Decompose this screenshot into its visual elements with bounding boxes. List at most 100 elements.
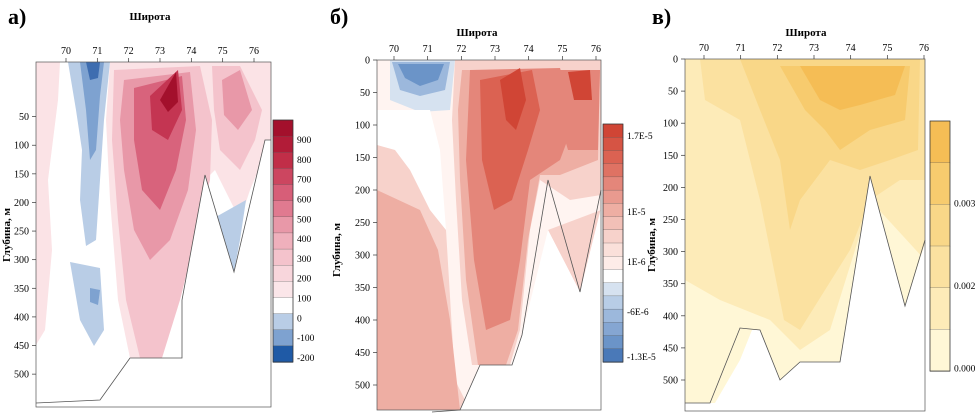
panel-a-y-ticks: 50 100 150 200 250 300 350 400 450 500 — [14, 112, 36, 381]
panel-b: б) Широта 70 71 72 73 74 75 76 0 50 100 150 200 250… — [330, 4, 656, 413]
colorbar-label: 700 — [297, 176, 312, 186]
colorbar-swatch — [272, 297, 294, 315]
panel-a-contour-neg-1 — [68, 62, 110, 246]
x-tick-label: 74 — [186, 46, 196, 57]
colorbar-swatch — [602, 295, 624, 310]
colorbar-label: 0 — [297, 314, 302, 324]
colorbar-swatch — [929, 120, 951, 164]
colorbar-label: -200 — [297, 354, 315, 364]
panel-a-contour-pos-7 — [160, 72, 178, 112]
y-tick-label: 50 — [668, 87, 678, 98]
colorbar-label: 1E-5 — [627, 208, 646, 218]
x-tick-label: 72 — [124, 46, 134, 57]
y-tick-label: 400 — [663, 311, 678, 322]
colorbar-swatch — [602, 335, 624, 350]
panel-a-contour-neg-6 — [214, 200, 246, 272]
y-tick-label: 50 — [19, 112, 29, 123]
x-tick-label: 76 — [919, 43, 929, 54]
y-tick-label: 500 — [663, 376, 678, 387]
x-tick-label: 71 — [423, 44, 433, 55]
y-tick-label: 100 — [355, 121, 370, 132]
panel-b-bottom-line — [431, 179, 602, 413]
colorbar-swatch — [272, 345, 294, 363]
panel-b-letter: б) — [330, 4, 348, 29]
panel-a-contour-pos-1 — [36, 62, 60, 345]
panel-c: в) Широта 70 71 72 73 74 75 76 0 50 100 150 200 250… — [646, 4, 975, 412]
y-tick-label: 150 — [663, 151, 678, 162]
y-tick-label: 450 — [14, 341, 29, 352]
x-tick-label: 73 — [490, 44, 500, 55]
x-tick-label: 73 — [809, 43, 819, 54]
y-tick-label: 0 — [365, 56, 370, 67]
y-tick-label: 200 — [14, 198, 29, 209]
panel-c-x-axis-title: Широта — [786, 27, 827, 39]
y-tick-label: 250 — [355, 218, 370, 229]
colorbar-swatch — [272, 329, 294, 347]
colorbar-swatch — [602, 282, 624, 297]
y-tick-label: 300 — [14, 255, 29, 266]
x-tick-label: 73 — [155, 46, 165, 57]
panel-b-y-ticks: 0 50 100 150 200 250 300 350 400 450 500 — [355, 56, 377, 392]
y-tick-label: 200 — [355, 186, 370, 197]
panel-c-bottom-mask — [685, 176, 925, 412]
panel-c-contour-5 — [800, 66, 905, 110]
colorbar-label: -6E-6 — [627, 308, 649, 318]
colorbar-swatch — [929, 162, 951, 205]
panel-b-x-axis-title: Широта — [457, 27, 498, 39]
panel-c-colorbar: 0.0032 0.002 0.0008 — [929, 120, 975, 375]
x-tick-label: 71 — [736, 43, 746, 54]
panel-c-plot-area — [684, 58, 926, 412]
colorbar-frame — [602, 123, 624, 363]
panel-a-y-axis-title: Глубина, м — [1, 208, 13, 262]
colorbar-swatch — [602, 189, 624, 204]
colorbar-label: 100 — [297, 295, 312, 305]
colorbar-swatch — [602, 229, 624, 244]
panel-b-bottom-mask — [377, 208, 601, 412]
y-tick-label: 500 — [355, 381, 370, 392]
panel-a-contour-neg-2 — [80, 62, 104, 160]
colorbar-swatch — [602, 269, 624, 284]
colorbar-label: 0.002 — [954, 282, 975, 292]
y-tick-label: 250 — [14, 227, 29, 238]
y-tick-label: 250 — [663, 215, 678, 226]
y-tick-label: 350 — [663, 279, 678, 290]
x-tick-label: 76 — [591, 44, 601, 55]
y-tick-label: 450 — [663, 343, 678, 354]
colorbar-swatch — [929, 245, 951, 289]
colorbar-swatch — [272, 248, 294, 266]
colorbar-label: 800 — [297, 156, 312, 166]
colorbar-swatch — [272, 184, 294, 202]
colorbar-label: 400 — [297, 235, 312, 245]
panel-c-x-ticks: 70 71 72 73 74 75 76 — [699, 43, 929, 59]
colorbar-swatch — [602, 256, 624, 271]
x-tick-label: 75 — [218, 46, 228, 57]
panel-c-bottom-line — [685, 175, 926, 404]
colorbar-label: 900 — [297, 136, 312, 146]
colorbar-swatch — [602, 322, 624, 337]
panel-c-y-ticks: 0 50 100 150 200 250 300 350 400 450 500 — [663, 55, 685, 387]
panel-b-contour-pos-7 — [500, 68, 526, 130]
x-tick-label: 71 — [92, 46, 102, 57]
colorbar-label: 600 — [297, 195, 312, 205]
colorbar-swatch — [602, 308, 624, 323]
x-tick-label: 75 — [882, 43, 892, 54]
panel-a-contour-neg-4 — [70, 262, 104, 346]
y-tick-label: 300 — [355, 251, 370, 262]
panel-a-colorbar: 900 800 700 600 500 400 300 200 100 0 -100 -200 — [272, 119, 315, 364]
colorbar-swatch — [602, 203, 624, 218]
panel-b-contour-neg-4 — [377, 110, 446, 230]
y-tick-label: 0 — [673, 55, 678, 66]
colorbar-label: 300 — [297, 255, 312, 265]
y-tick-label: 200 — [663, 183, 678, 194]
y-tick-label: 350 — [14, 284, 29, 295]
colorbar-swatch — [602, 150, 624, 165]
panel-a-contour-neg-5 — [90, 288, 100, 305]
colorbar-label: 200 — [297, 275, 312, 285]
colorbar-label: -1.3E-5 — [627, 353, 656, 363]
colorbar-swatch — [602, 176, 624, 191]
colorbar-label: 0.0032 — [954, 200, 975, 210]
x-tick-label: 74 — [524, 44, 534, 55]
colorbar-swatch — [929, 204, 951, 247]
panel-c-y-axis-title: Глубина, м — [646, 218, 658, 272]
colorbar-swatch — [602, 242, 624, 257]
